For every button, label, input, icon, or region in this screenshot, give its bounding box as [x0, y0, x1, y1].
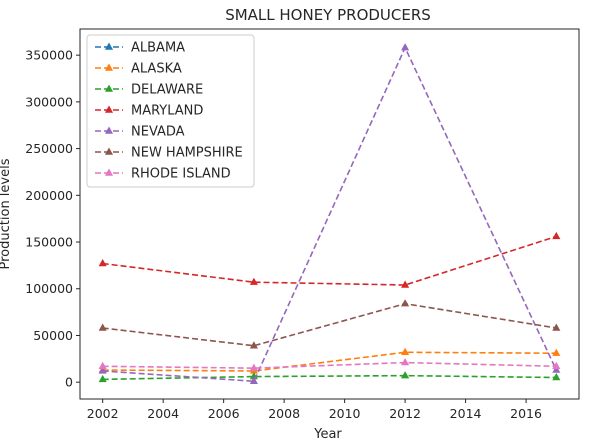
plot-area	[98, 43, 561, 384]
series-line-nevada	[102, 45, 558, 383]
y-axis-label: Production levels	[0, 158, 13, 269]
legend-marker	[104, 105, 114, 113]
legend-label: MARYLAND	[131, 104, 203, 119]
data-point	[249, 363, 258, 371]
legend-marker	[104, 168, 114, 176]
series-line-delaware	[102, 374, 557, 381]
y-tick-label: 250000	[25, 141, 73, 156]
legend-label: NEVADA	[131, 125, 185, 140]
data-point	[249, 341, 258, 349]
y-tick-label: 300000	[25, 94, 73, 109]
series-line-new-hampshire	[102, 302, 557, 347]
x-axis-label: Year	[313, 427, 342, 442]
data-point	[98, 366, 107, 374]
legend-label: ALASKA	[131, 62, 182, 77]
data-point	[552, 231, 561, 240]
x-tick-label: 2002	[87, 406, 119, 421]
y-tick-label: 100000	[25, 281, 73, 296]
x-tick-label: 2010	[329, 406, 361, 421]
series-line-maryland	[102, 235, 557, 286]
legend-item: ALASKA	[95, 62, 182, 77]
legend: ALBAMA ALASKA DELAWARE MARYLAND NEVADA NEW HA…	[86, 34, 255, 188]
legend-marker	[104, 42, 114, 50]
data-point	[98, 323, 107, 331]
series-line-rhode-island	[102, 361, 557, 369]
data-point	[401, 43, 410, 51]
data-point	[552, 348, 561, 356]
y-axis-ticks: 0 50000 100000 150000 200000 250000 300000 3500…	[25, 48, 80, 390]
data-point	[249, 376, 258, 384]
x-axis-ticks: 2002 2004 2006 2008 2010 2012 2014 2016	[87, 399, 542, 421]
data-point	[401, 280, 410, 288]
legend-item: NEW HAMPSHIRE	[95, 146, 243, 161]
legend-marker	[104, 84, 114, 92]
legend-box	[86, 34, 255, 188]
legend-marker	[104, 63, 114, 71]
legend-item: ALBAMA	[95, 41, 185, 56]
y-tick-label: 350000	[25, 48, 73, 63]
data-point	[401, 358, 410, 366]
y-tick-label: 50000	[33, 328, 73, 343]
x-tick-label: 2012	[389, 406, 421, 421]
data-point	[249, 277, 258, 285]
data-point	[401, 371, 410, 379]
y-tick-label: 150000	[25, 235, 73, 250]
x-tick-label: 2004	[147, 406, 179, 421]
legend-item: MARYLAND	[95, 104, 203, 119]
x-tick-label: 2006	[208, 406, 240, 421]
legend-label: DELAWARE	[131, 83, 203, 98]
legend-label: RHODE ISLAND	[131, 167, 231, 182]
legend-item: RHODE ISLAND	[95, 167, 231, 182]
legend-marker	[104, 126, 114, 134]
data-point	[98, 361, 107, 369]
data-point	[401, 347, 410, 355]
data-point	[552, 323, 561, 331]
data-point	[98, 259, 107, 267]
data-point	[552, 361, 561, 369]
legend-item: NEVADA	[95, 125, 185, 140]
legend-marker	[104, 147, 114, 155]
y-tick-label: 0	[65, 375, 73, 390]
axes-frame	[79, 28, 580, 400]
x-tick-label: 2014	[450, 406, 482, 421]
data-point	[98, 374, 107, 383]
data-point	[552, 365, 561, 373]
data-point	[552, 373, 561, 381]
legend-item: DELAWARE	[95, 83, 203, 98]
x-tick-label: 2008	[268, 406, 300, 421]
series-line-alaska	[102, 351, 557, 372]
legend-label: NEW HAMPSHIRE	[131, 146, 243, 161]
chart-title: SMALL HONEY PRODUCERS	[225, 6, 431, 24]
y-tick-label: 200000	[25, 188, 73, 203]
data-point	[401, 299, 410, 307]
legend-label: ALBAMA	[131, 41, 185, 56]
x-tick-label: 2016	[510, 406, 542, 421]
